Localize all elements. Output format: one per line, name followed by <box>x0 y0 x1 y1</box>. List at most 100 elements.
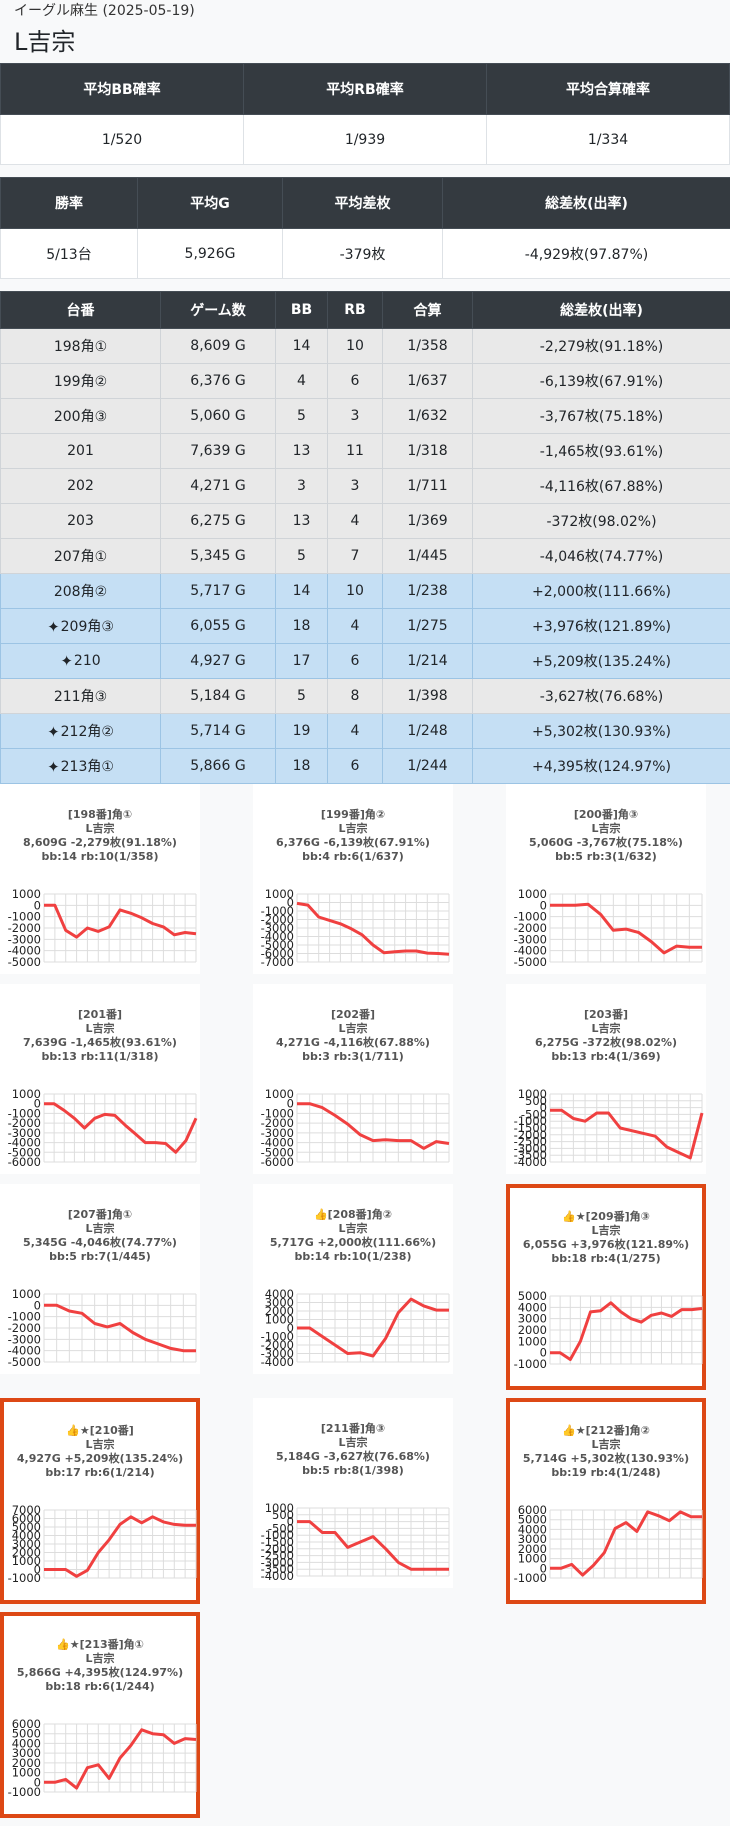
cell-diff-text: +5,209枚(135.24%) <box>531 654 672 670</box>
chart-info-line: 4,271G -4,116枚(67.88%) <box>276 1036 430 1049</box>
sparkle-icon: ✦ <box>47 618 60 636</box>
y-tick-label: -1000 <box>8 1785 41 1798</box>
cell-machine-no-text: 199角② <box>53 374 108 390</box>
chart-info-line: bb:5 rb:3(1/632) <box>555 850 657 863</box>
cell-games: 8,609 G <box>160 328 276 364</box>
chart-title: [211番]角③ <box>320 1422 386 1435</box>
chart-info-line: L吉宗 <box>338 1022 368 1035</box>
cell-machine-no-text: 198角① <box>53 339 108 355</box>
cell-games-text: 4,271 G <box>190 478 246 494</box>
machine-chart-card: 👍★[210番] L吉宗 4,927G +5,209枚(135.24%) bb:17 … <box>0 1398 200 1604</box>
cell-diff: -3,627枚(76.68%) <box>472 678 730 714</box>
chart-info-line: bb:17 rb:6(1/214) <box>45 1466 155 1479</box>
cell-total-text: 1/318 <box>407 443 448 459</box>
y-tick-label: -2000 <box>261 1338 294 1352</box>
y-tick-label: -3500 <box>261 1562 294 1576</box>
cell-bb: 17 <box>275 643 328 679</box>
table-row: ✦213角① 5,866 G 18 6 1/244 +4,395枚(124.97%) <box>0 748 730 784</box>
cell-games-text: 5,866 G <box>190 758 246 774</box>
cell-bb: 14 <box>275 573 328 609</box>
cell-total-text: 1/445 <box>407 548 448 564</box>
value-total-diff: -4,929枚(97.87%) <box>442 228 730 279</box>
cell-bb-text: 18 <box>292 618 311 634</box>
cell-total-text: 1/398 <box>407 688 448 704</box>
y-tick-label: 4000 <box>12 1736 41 1750</box>
page-title: L吉宗 <box>14 28 76 56</box>
table-row: 201 7,639 G 13 11 1/318 -1,465枚(93.61%) <box>0 433 730 469</box>
cell-machine-no: 200角③ <box>0 398 161 434</box>
table-row: 200角③ 5,060 G 5 3 1/632 -3,767枚(75.18%) <box>0 398 730 434</box>
balance-line-chart: 10005000-500-1000-1500-2000-2500-3000-35… <box>261 1502 450 1582</box>
cell-rb: 4 <box>327 713 383 749</box>
y-tick-label: 1000 <box>12 1288 41 1301</box>
cell-diff: -1,465枚(93.61%) <box>472 433 730 469</box>
table-row: 198角① 8,609 G 14 10 1/358 -2,279枚(91.18%) <box>0 328 730 364</box>
chart-info: 👍★[209番]角③ L吉宗 6,055G +3,976枚(121.89%) bb:1… <box>506 1184 706 1266</box>
cell-bb-text: 18 <box>292 758 311 774</box>
table-row: 208角② 5,717 G 14 10 1/238 +2,000枚(111.66%) <box>0 573 730 609</box>
chart-info: [207番]角① L吉宗 5,345G -4,046枚(74.77%) bb:5 rb… <box>0 1184 200 1264</box>
table-row: ✦212角② 5,714 G 19 4 1/248 +5,302枚(130.93%) <box>0 713 730 749</box>
cell-total: 1/318 <box>382 433 473 469</box>
cell-bb: 19 <box>275 713 328 749</box>
cell-rb-text: 4 <box>350 723 360 739</box>
cell-bb-text: 14 <box>292 583 311 599</box>
balance-line-chart: 10005000-500-1000-1500-2000-2500-3000-35… <box>514 1088 704 1168</box>
chart-info-line: L吉宗 <box>591 1022 621 1035</box>
y-tick-label: 0 <box>34 1775 41 1789</box>
y-tick-label: 0 <box>287 1321 294 1335</box>
y-tick-label: 6000 <box>518 1504 547 1517</box>
y-tick-label: 1000 <box>518 1552 547 1566</box>
cell-games: 6,275 G <box>160 503 276 539</box>
machine-chart-card: [200番]角③ L吉宗 5,060G -3,767枚(75.18%) bb:5 rb… <box>506 784 706 974</box>
cell-rb: 6 <box>327 363 383 399</box>
cell-machine-no-text: 202 <box>67 478 94 494</box>
cell-total: 1/632 <box>382 398 473 434</box>
cell-diff-text: -1,465枚(93.61%) <box>539 444 664 460</box>
y-tick-label: 1000 <box>265 1502 294 1515</box>
cell-total: 1/369 <box>382 503 473 539</box>
y-tick-label: -4000 <box>8 944 41 958</box>
cell-rb-text: 6 <box>350 653 360 669</box>
y-tick-label: -1000 <box>261 1106 294 1120</box>
cell-machine-no-text: 207角① <box>53 549 108 565</box>
cell-machine-no: 211角③ <box>0 678 161 714</box>
y-tick-label: -6000 <box>261 947 294 961</box>
cell-diff: -2,279枚(91.18%) <box>472 328 730 364</box>
y-tick-label: 3000 <box>265 1296 294 1310</box>
y-tick-label: 2000 <box>265 1304 294 1318</box>
cell-machine-no-text: 213角① <box>60 759 114 775</box>
cell-bb: 14 <box>275 328 328 364</box>
chart-info: [200番]角③ L吉宗 5,060G -3,767枚(75.18%) bb:5 rb… <box>506 784 706 864</box>
series-line <box>550 1301 703 1361</box>
cell-machine-no-text: 201 <box>67 443 94 459</box>
cell-rb: 6 <box>327 748 383 784</box>
chart-title: [200番]角③ <box>573 808 639 821</box>
machine-chart-card: [202番] L吉宗 4,271G -4,116枚(67.88%) bb:3 rb:3… <box>253 984 453 1174</box>
y-tick-label: 1000 <box>265 1313 294 1327</box>
cell-machine-no-text: 209角③ <box>60 619 114 635</box>
y-tick-label: 2000 <box>518 1323 547 1337</box>
cell-rb-text: 10 <box>346 583 364 599</box>
chart-title: 👍★[209番]角③ <box>562 1210 650 1223</box>
cell-games-text: 5,060 G <box>190 408 246 424</box>
cell-machine-no-text: 212角② <box>60 724 114 740</box>
y-tick-label: 0 <box>287 1515 294 1529</box>
y-tick-label: -500 <box>268 1521 294 1535</box>
series-line <box>44 1728 197 1790</box>
y-tick-label: -1000 <box>261 1330 294 1344</box>
cell-diff-text: -3,767枚(75.18%) <box>539 409 664 425</box>
cell-rb: 3 <box>327 468 383 504</box>
table-row: 211角③ 5,184 G 5 8 1/398 -3,627枚(76.68%) <box>0 678 730 714</box>
cell-total-text: 1/358 <box>407 338 448 354</box>
cell-games: 5,717 G <box>160 573 276 609</box>
cell-bb-text: 4 <box>297 373 306 389</box>
cell-bb-text: 5 <box>297 548 306 564</box>
cell-total: 1/214 <box>382 643 473 679</box>
cell-games-text: 5,345 G <box>190 548 246 564</box>
cell-total-text: 1/369 <box>407 513 448 529</box>
y-tick-label: -2500 <box>514 1135 547 1149</box>
cell-diff: +3,976枚(121.89%) <box>472 608 730 644</box>
cell-rb: 11 <box>327 433 383 469</box>
